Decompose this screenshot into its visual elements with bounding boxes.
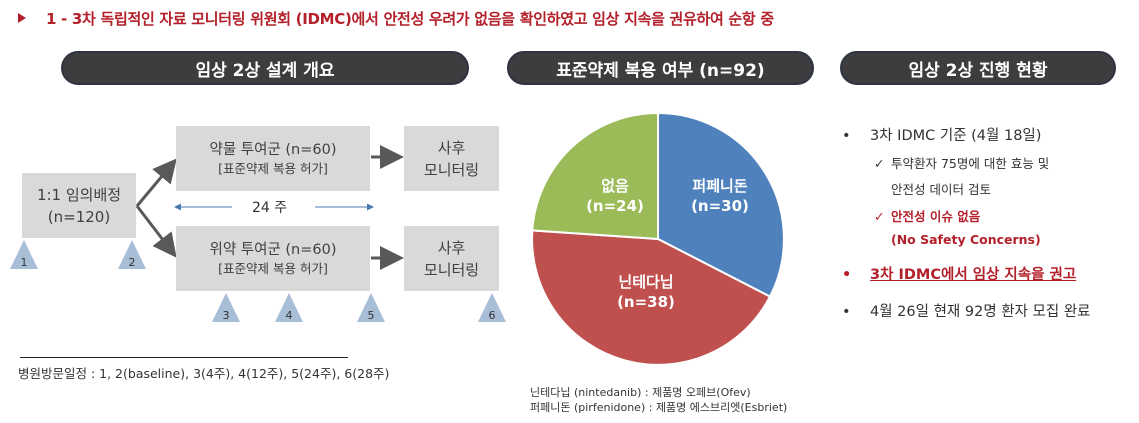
progress-list: • 3차 IDMC 기준 (4월 18일) ✓ 투약환자 75명에 대한 효능 및 …	[842, 124, 1139, 321]
headline: 1 - 3차 독립적인 자료 모니터링 위원회 (IDMC)에서 안전성 우려가…	[14, 5, 774, 31]
visit-marker-1: 1	[10, 240, 38, 269]
pie-label-none: 없음 (n=24)	[586, 177, 644, 215]
triangle-icon	[357, 293, 385, 322]
drug-notes: 닌테다닙 (nintedanib) : 제품명 오페브(Ofev) 퍼페니돈 (…	[530, 385, 787, 415]
progress-item-3: • 4월 26일 현재 92명 환자 모집 완료	[842, 304, 1091, 320]
visit-marker-5: 5	[357, 293, 385, 322]
progress-item-2: • 3차 IDMC에서 임상 지속을 권고	[842, 267, 1077, 283]
duration-label: 24 주	[248, 197, 292, 217]
triangle-icon	[118, 240, 146, 269]
followup-box-bottom: 사후 모니터링	[404, 226, 499, 291]
followup-label-2: 모니터링	[423, 260, 480, 279]
progress-subitem-review: ✓ 투약환자 75명에 대한 효능 및 안전성 데이터 검토	[874, 156, 1050, 197]
pie-label-pirfenidone: 퍼페니돈 (n=30)	[691, 177, 749, 215]
randomization-count: (n=120)	[47, 207, 111, 226]
visit-schedule: 병원방문일정 : 1, 2(baseline), 3(4주), 4(12주), …	[18, 366, 390, 381]
footnote-divider	[20, 357, 348, 358]
pie-svg	[531, 111, 785, 366]
visit-marker-2: 2	[118, 240, 146, 269]
triangle-icon	[275, 293, 303, 322]
randomization-label: 1:1 임의배정	[36, 185, 122, 204]
section-title-design: 임상 2상 설계 개요	[61, 51, 469, 85]
placebo-arm-label: 위약 투여군 (n=60)	[209, 242, 337, 258]
drug-note-nintedanib: 닌테다닙 (nintedanib) : 제품명 오페브(Ofev)	[530, 386, 751, 399]
drug-note-pirfenidone: 퍼페니돈 (pirfenidone) : 제품명 에스브리엣(Esbriet)	[530, 401, 788, 414]
placebo-arm-note: [표준약제 복용 허가]	[218, 261, 328, 276]
progress-item-1: • 3차 IDMC 기준 (4월 18일)	[842, 128, 1042, 144]
visit-marker-3: 3	[212, 293, 240, 322]
check-icon: ✓	[874, 209, 885, 224]
check-icon: ✓	[874, 156, 885, 171]
placebo-arm-box: 위약 투여군 (n=60) [표준약제 복용 허가]	[176, 226, 370, 291]
flow-arrows	[135, 145, 404, 270]
drug-arm-label: 약물 투여군 (n=60)	[209, 142, 337, 158]
followup-box-top: 사후 모니터링	[404, 126, 499, 191]
followup-label-1: 사후	[437, 238, 466, 257]
headline-text: 1 - 3차 독립적인 자료 모니터링 위원회 (IDMC)에서 안전성 우려가…	[46, 9, 774, 28]
followup-label-1: 사후	[437, 138, 466, 157]
drug-arm-box: 약물 투여군 (n=60) [표준약제 복용 허가]	[176, 126, 370, 191]
visit-marker-4: 4	[275, 293, 303, 322]
drug-arm-note: [표준약제 복용 허가]	[218, 161, 328, 176]
randomization-box: 1:1 임의배정 (n=120)	[22, 173, 136, 238]
arrow-bullet-icon	[18, 13, 26, 23]
triangle-icon	[10, 240, 38, 269]
section-title-medication: 표준약제 복용 여부 (n=92)	[507, 51, 814, 85]
progress-subitem-safety: ✓ 안전성 이슈 없음 (No Safety Concerns)	[874, 209, 1041, 247]
triangle-icon	[478, 293, 506, 322]
medication-pie-chart: 퍼페니돈 (n=30) 닌테다닙 (n=38) 없음 (n=24)	[530, 111, 786, 367]
trial-design-diagram: 1:1 임의배정 (n=120) 약물 투여군 (n=60) [표준약제 복용 …	[0, 110, 520, 340]
section-title-progress: 임상 2상 진행 현황	[840, 51, 1116, 85]
triangle-icon	[212, 293, 240, 322]
pie-label-nintedanib: 닌테다닙 (n=38)	[617, 273, 675, 311]
visit-marker-6: 6	[478, 293, 506, 322]
followup-label-2: 모니터링	[423, 160, 480, 179]
